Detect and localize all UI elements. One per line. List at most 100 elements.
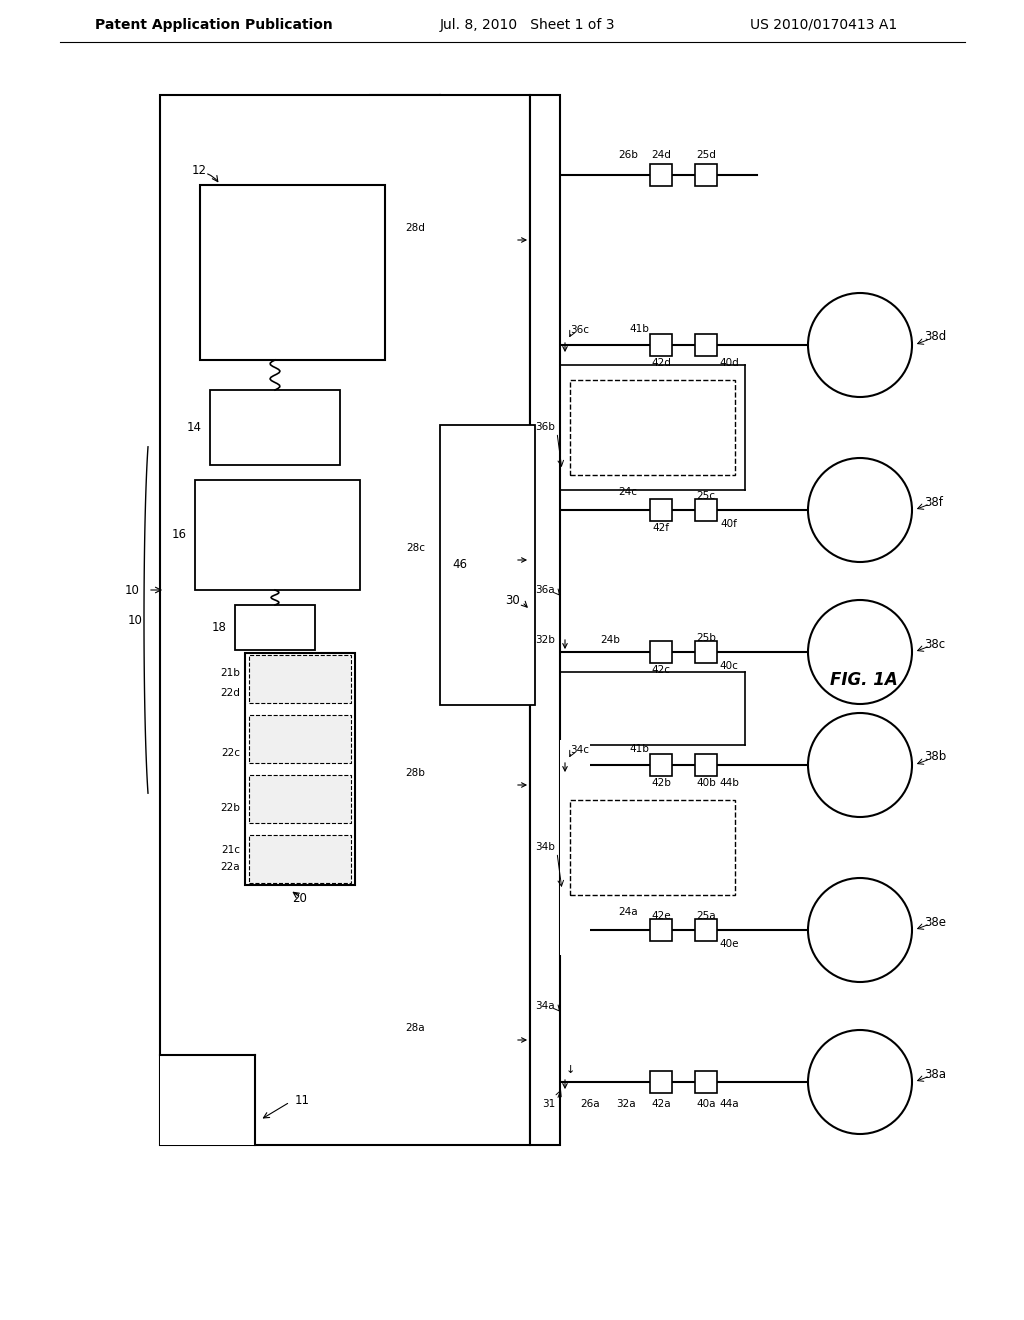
Text: US 2010/0170413 A1: US 2010/0170413 A1 [750,18,897,32]
Bar [650,919,672,941]
Text: 36a: 36a [536,585,555,595]
Bar [695,754,717,776]
Text: 26a: 26a [581,1100,600,1109]
Bar [695,642,717,663]
Text: 30: 30 [505,594,520,606]
Circle shape [808,713,912,817]
Text: 18: 18 [212,620,227,634]
Text: 10: 10 [128,614,143,627]
Bar [695,1071,717,1093]
Circle shape [808,293,912,397]
Text: 40e: 40e [719,939,738,949]
Text: 41b: 41b [629,744,649,754]
Bar [650,334,672,356]
Text: 28d: 28d [406,223,425,234]
Text: 40c: 40c [720,661,738,671]
Text: 42e: 42e [651,911,671,921]
Text: 25c: 25c [696,491,716,502]
Text: 36c: 36c [570,325,589,335]
Bar [650,1071,672,1093]
Text: 25b: 25b [696,634,716,643]
Text: 38e: 38e [924,916,946,928]
Text: 21c: 21c [221,845,240,855]
Text: 38d: 38d [924,330,946,343]
Bar [160,1055,255,1144]
Bar [249,836,351,883]
Text: 24d: 24d [651,150,671,160]
Text: 22c: 22c [221,748,240,758]
Text: 40b: 40b [696,777,716,788]
Text: 38a: 38a [924,1068,946,1081]
Bar [695,164,717,186]
Text: Jul. 8, 2010   Sheet 1 of 3: Jul. 8, 2010 Sheet 1 of 3 [440,18,615,32]
Circle shape [808,601,912,704]
Text: 44b: 44b [719,777,739,788]
Text: 24a: 24a [618,907,638,917]
Text: 34a: 34a [536,1001,555,1011]
Text: 40f: 40f [721,519,737,529]
Text: 40d: 40d [719,358,739,368]
Text: FIG. 1A: FIG. 1A [830,671,898,689]
Text: 42f: 42f [652,523,670,533]
Text: 36b: 36b [536,422,555,433]
Bar [695,334,717,356]
Bar [695,499,717,521]
Circle shape [808,1030,912,1134]
Text: 42a: 42a [651,1100,671,1109]
Circle shape [808,458,912,562]
Circle shape [808,878,912,982]
Text: 20: 20 [293,892,307,906]
Text: 26b: 26b [618,150,638,160]
Bar [200,185,385,360]
Text: 34b: 34b [536,842,555,853]
Bar [245,653,355,884]
Text: 25a: 25a [696,911,716,921]
Text: 10: 10 [125,583,140,597]
Text: 24c: 24c [618,487,638,498]
Bar [210,389,340,465]
Text: 28b: 28b [406,768,425,777]
Text: 32a: 32a [616,1100,636,1109]
Text: 11: 11 [295,1093,310,1106]
Bar [195,480,360,590]
Bar [650,164,672,186]
Text: 42b: 42b [651,777,671,788]
Bar [249,715,351,763]
Text: 22b: 22b [220,803,240,813]
Text: 28c: 28c [406,543,425,553]
Text: 38c: 38c [924,638,945,651]
Text: 14: 14 [187,421,202,434]
Bar [570,380,735,475]
Text: 12: 12 [193,164,207,177]
Bar [160,95,530,1144]
Text: ↓: ↓ [565,1065,574,1074]
Text: 24b: 24b [600,635,620,645]
Text: 41b: 41b [629,323,649,334]
Text: Patent Application Publication: Patent Application Publication [95,18,333,32]
Text: 42c: 42c [651,665,671,675]
Text: 31: 31 [542,1100,555,1109]
Bar [530,95,560,1144]
Text: 21b: 21b [220,668,240,678]
Text: 38f: 38f [924,495,943,508]
Text: 46: 46 [452,558,467,572]
Text: 22d: 22d [220,688,240,698]
Text: 32b: 32b [536,635,555,645]
Text: 44a: 44a [719,1100,738,1109]
Bar [695,919,717,941]
Bar [560,741,590,954]
Bar [650,499,672,521]
Bar [650,754,672,776]
Bar [249,655,351,704]
Text: 34c: 34c [570,744,589,755]
Bar [650,642,672,663]
Text: 22a: 22a [220,862,240,873]
Text: 38b: 38b [924,751,946,763]
Bar [570,800,735,895]
Text: 42d: 42d [651,358,671,368]
Text: 40a: 40a [696,1100,716,1109]
Bar [249,775,351,822]
Bar [234,605,315,649]
Bar [440,425,535,705]
Text: 25d: 25d [696,150,716,160]
